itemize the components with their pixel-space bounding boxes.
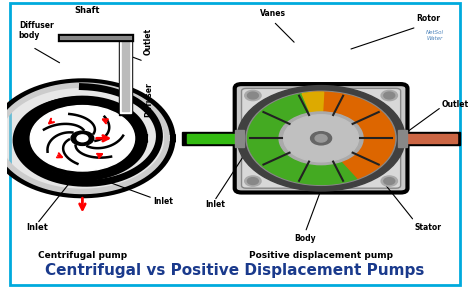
FancyBboxPatch shape <box>242 88 401 188</box>
Text: Diffuser
body: Diffuser body <box>19 21 54 41</box>
Text: Centrifugal vs Positive Displacement Pumps: Centrifugal vs Positive Displacement Pum… <box>45 263 424 278</box>
Circle shape <box>279 112 363 165</box>
Bar <box>182 132 242 145</box>
Circle shape <box>246 91 396 185</box>
Circle shape <box>381 176 398 186</box>
FancyBboxPatch shape <box>235 84 408 192</box>
Text: NetSol
Water: NetSol Water <box>426 30 444 41</box>
Bar <box>120 39 131 113</box>
Text: Vanes: Vanes <box>260 9 286 18</box>
Bar <box>187 134 242 143</box>
Bar <box>398 130 408 147</box>
Circle shape <box>245 176 261 186</box>
Bar <box>401 132 460 145</box>
Bar <box>235 130 244 147</box>
Circle shape <box>245 90 261 101</box>
FancyBboxPatch shape <box>9 3 460 285</box>
Circle shape <box>247 92 258 99</box>
Text: Stator: Stator <box>414 223 441 232</box>
Text: Inlet: Inlet <box>26 223 48 232</box>
Circle shape <box>77 135 88 142</box>
Circle shape <box>237 86 405 191</box>
Bar <box>403 134 457 143</box>
Text: Inlet: Inlet <box>205 200 225 209</box>
Text: Diffuser: Diffuser <box>144 83 153 118</box>
Circle shape <box>315 134 327 142</box>
Text: Shaft: Shaft <box>74 6 100 15</box>
Circle shape <box>247 178 258 185</box>
Circle shape <box>283 115 359 162</box>
Wedge shape <box>302 92 324 113</box>
Wedge shape <box>247 93 358 184</box>
Text: Rotor: Rotor <box>417 14 440 23</box>
Bar <box>122 39 129 111</box>
Text: Outlet: Outlet <box>144 28 153 55</box>
Bar <box>119 36 132 115</box>
Wedge shape <box>308 92 394 178</box>
Circle shape <box>30 106 135 171</box>
Circle shape <box>381 90 398 101</box>
Text: Inlet: Inlet <box>153 197 173 206</box>
Polygon shape <box>0 84 170 193</box>
Text: Outlet: Outlet <box>442 100 469 109</box>
Text: Positive displacement pump: Positive displacement pump <box>249 251 393 260</box>
Text: Centrifugal pump: Centrifugal pump <box>38 251 127 260</box>
Circle shape <box>384 92 395 99</box>
Text: Body: Body <box>294 234 316 243</box>
Circle shape <box>21 100 144 177</box>
Circle shape <box>384 178 395 185</box>
Circle shape <box>310 132 332 145</box>
Circle shape <box>71 131 94 145</box>
